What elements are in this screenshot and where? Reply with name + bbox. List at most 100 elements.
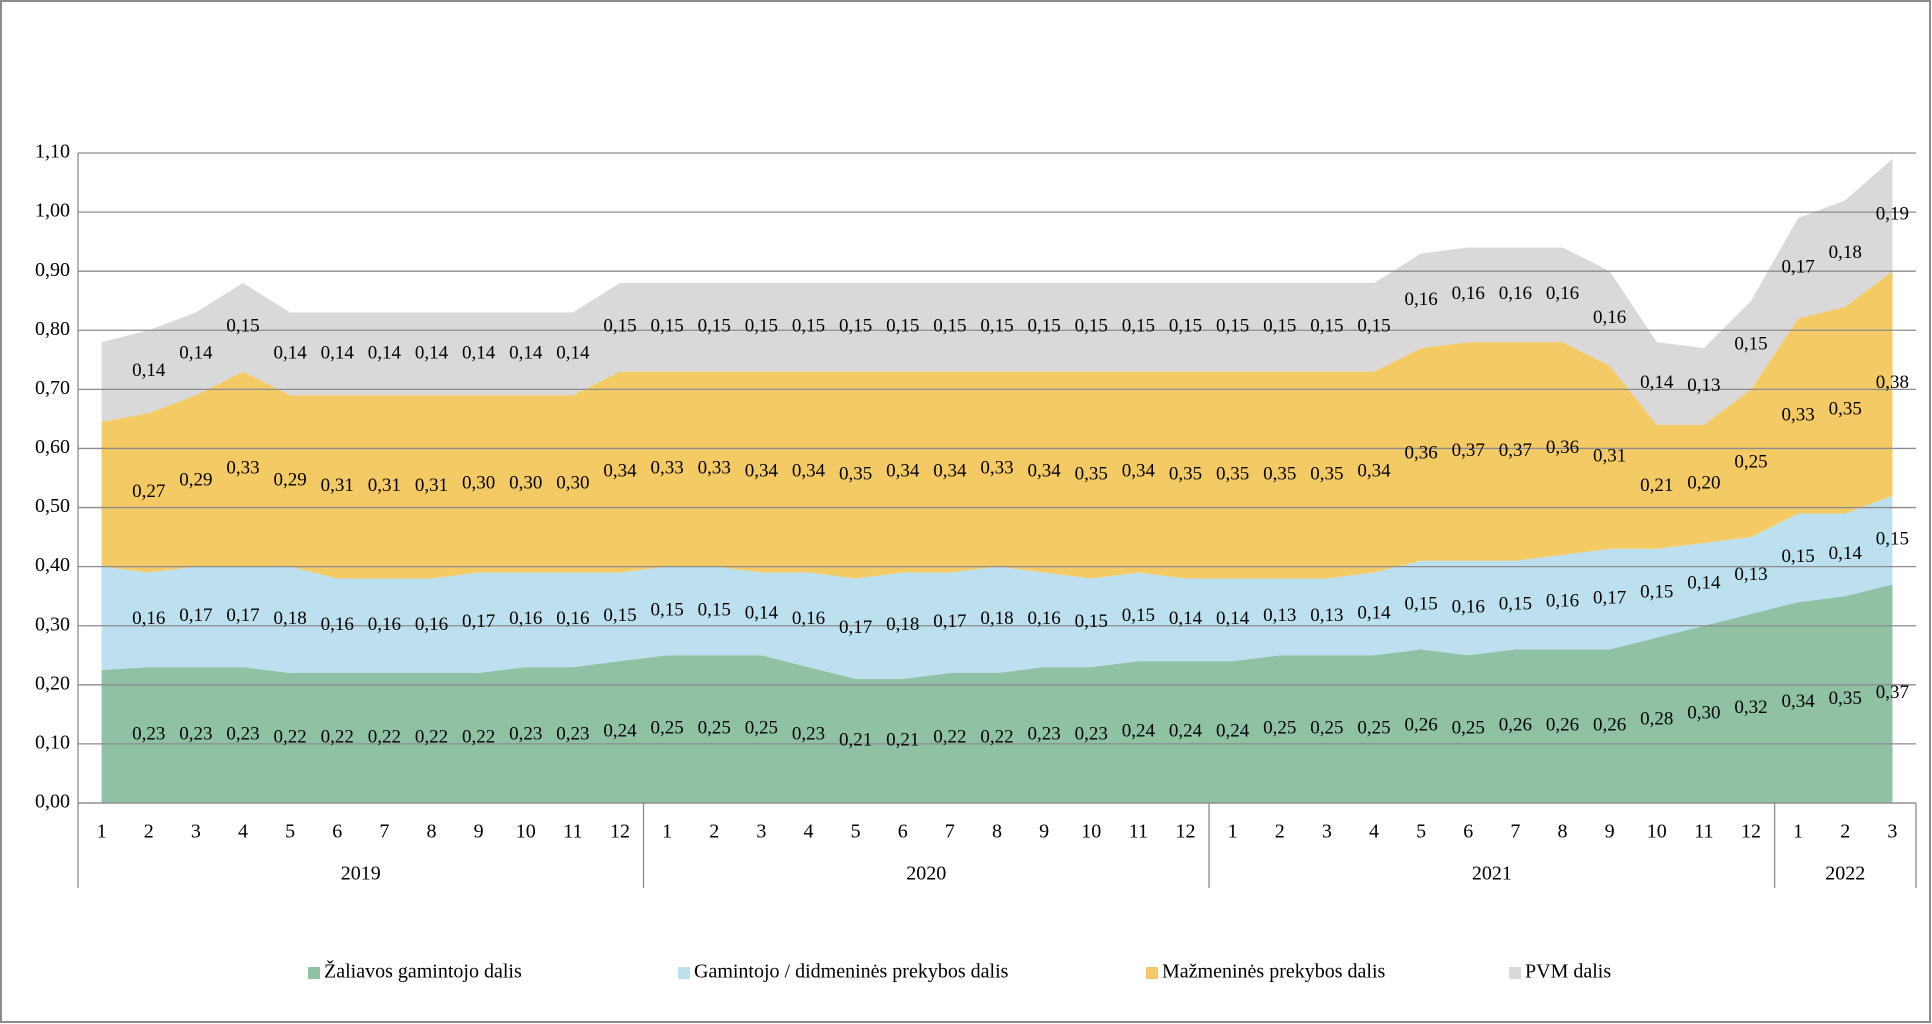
data-label: 0,15 [1169, 316, 1202, 337]
area [101, 584, 1893, 803]
x-tick-label: 4 [238, 821, 248, 843]
legend-swatch [1146, 967, 1158, 979]
legend-label: Gamintojo / didmeninės prekybos dalis [694, 961, 1009, 983]
data-label: 0,18 [886, 614, 919, 635]
data-label: 0,24 [603, 720, 637, 741]
group-label: 2022 [1825, 863, 1865, 885]
data-label: 0,24 [1216, 720, 1250, 741]
data-label: 0,15 [792, 316, 825, 337]
data-label: 0,14 [1829, 543, 1863, 564]
x-tick-label: 2 [144, 821, 154, 843]
data-label: 0,36 [1546, 437, 1579, 458]
data-label: 0,34 [792, 460, 826, 481]
data-label: 0,25 [745, 717, 778, 738]
y-tick-label: 0,80 [35, 318, 70, 340]
data-label: 0,15 [745, 316, 778, 337]
x-tick-label: 9 [1039, 821, 1049, 843]
data-label: 0,38 [1876, 372, 1909, 393]
legend-swatch [678, 967, 690, 979]
x-tick-label: 11 [1694, 821, 1713, 843]
x-tick-label: 1 [97, 821, 107, 843]
y-tick-label: 0,20 [35, 672, 70, 694]
data-label: 0,35 [1310, 463, 1343, 484]
data-label: 0,25 [1452, 717, 1485, 738]
data-label: 0,16 [321, 614, 354, 635]
data-label: 0,37 [1452, 440, 1485, 461]
data-label: 0,15 [226, 316, 259, 337]
data-label: 0,23 [792, 723, 825, 744]
x-tick-label: 2 [709, 821, 719, 843]
data-label: 0,18 [1829, 242, 1862, 263]
data-label: 0,23 [509, 723, 542, 744]
y-tick-label: 0,90 [35, 259, 70, 281]
data-label: 0,16 [1028, 608, 1061, 629]
data-label: 0,14 [273, 342, 307, 363]
data-label: 0,21 [886, 729, 919, 750]
x-tick-label: 10 [1081, 821, 1101, 843]
x-tick-label: 7 [945, 821, 955, 843]
data-label: 0,26 [1499, 715, 1532, 736]
data-label: 0,25 [1734, 452, 1767, 473]
data-label: 0,14 [509, 342, 543, 363]
data-label: 0,24 [1169, 720, 1203, 741]
data-label: 0,35 [1169, 463, 1202, 484]
data-label: 0,13 [1263, 605, 1296, 626]
x-tick-label: 3 [191, 821, 201, 843]
group-label: 2020 [906, 863, 946, 885]
data-label: 0,30 [462, 472, 495, 493]
y-tick-label: 1,10 [35, 141, 70, 163]
x-tick-label: 6 [1463, 821, 1473, 843]
data-label: 0,15 [1876, 528, 1909, 549]
data-label: 0,29 [179, 469, 212, 490]
data-label: 0,25 [650, 717, 683, 738]
legend-swatch [308, 967, 320, 979]
data-label: 0,31 [415, 475, 448, 496]
data-label: 0,17 [1593, 587, 1626, 608]
x-tick-label: 12 [1176, 821, 1196, 843]
data-label: 0,21 [1640, 475, 1673, 496]
x-tick-label: 4 [1369, 821, 1379, 843]
data-label: 0,15 [1216, 316, 1249, 337]
data-label: 0,22 [462, 726, 495, 747]
data-label: 0,15 [1734, 333, 1767, 354]
data-label: 0,14 [415, 342, 449, 363]
data-label: 0,19 [1876, 203, 1909, 224]
data-label: 0,35 [1829, 688, 1862, 709]
area [101, 271, 1893, 579]
data-label: 0,15 [1028, 316, 1061, 337]
data-label: 0,33 [1782, 404, 1815, 425]
x-tick-label: 8 [426, 821, 436, 843]
data-label: 0,35 [1829, 398, 1862, 419]
data-label: 0,15 [1075, 316, 1108, 337]
x-tick-label: 1 [662, 821, 672, 843]
data-label: 0,34 [1028, 460, 1062, 481]
data-label: 0,14 [1169, 608, 1203, 629]
data-label: 0,16 [1546, 590, 1579, 611]
x-tick-label: 8 [1558, 821, 1568, 843]
x-tick-label: 5 [1416, 821, 1426, 843]
data-label: 0,24 [1122, 720, 1156, 741]
x-tick-label: 2 [1840, 821, 1850, 843]
data-label: 0,31 [368, 475, 401, 496]
data-label: 0,15 [886, 316, 919, 337]
data-label: 0,18 [980, 608, 1013, 629]
data-label: 0,16 [792, 608, 825, 629]
data-label: 0,15 [698, 599, 731, 620]
legend-swatch [1509, 967, 1521, 979]
data-label: 0,16 [1499, 283, 1532, 304]
y-tick-label: 0,30 [35, 613, 70, 635]
data-label: 0,15 [1640, 582, 1673, 603]
data-label: 0,16 [509, 608, 542, 629]
data-label: 0,16 [1405, 289, 1438, 310]
data-label: 0,27 [132, 481, 165, 502]
data-label: 0,32 [1734, 697, 1767, 718]
data-label: 0,25 [1310, 717, 1343, 738]
area [101, 495, 1893, 679]
data-label: 0,14 [1687, 573, 1721, 594]
data-label: 0,16 [1452, 596, 1485, 617]
x-tick-label: 11 [563, 821, 582, 843]
data-label: 0,15 [603, 605, 636, 626]
data-label: 0,34 [603, 460, 637, 481]
group-label: 2021 [1472, 863, 1512, 885]
data-label: 0,13 [1310, 605, 1343, 626]
